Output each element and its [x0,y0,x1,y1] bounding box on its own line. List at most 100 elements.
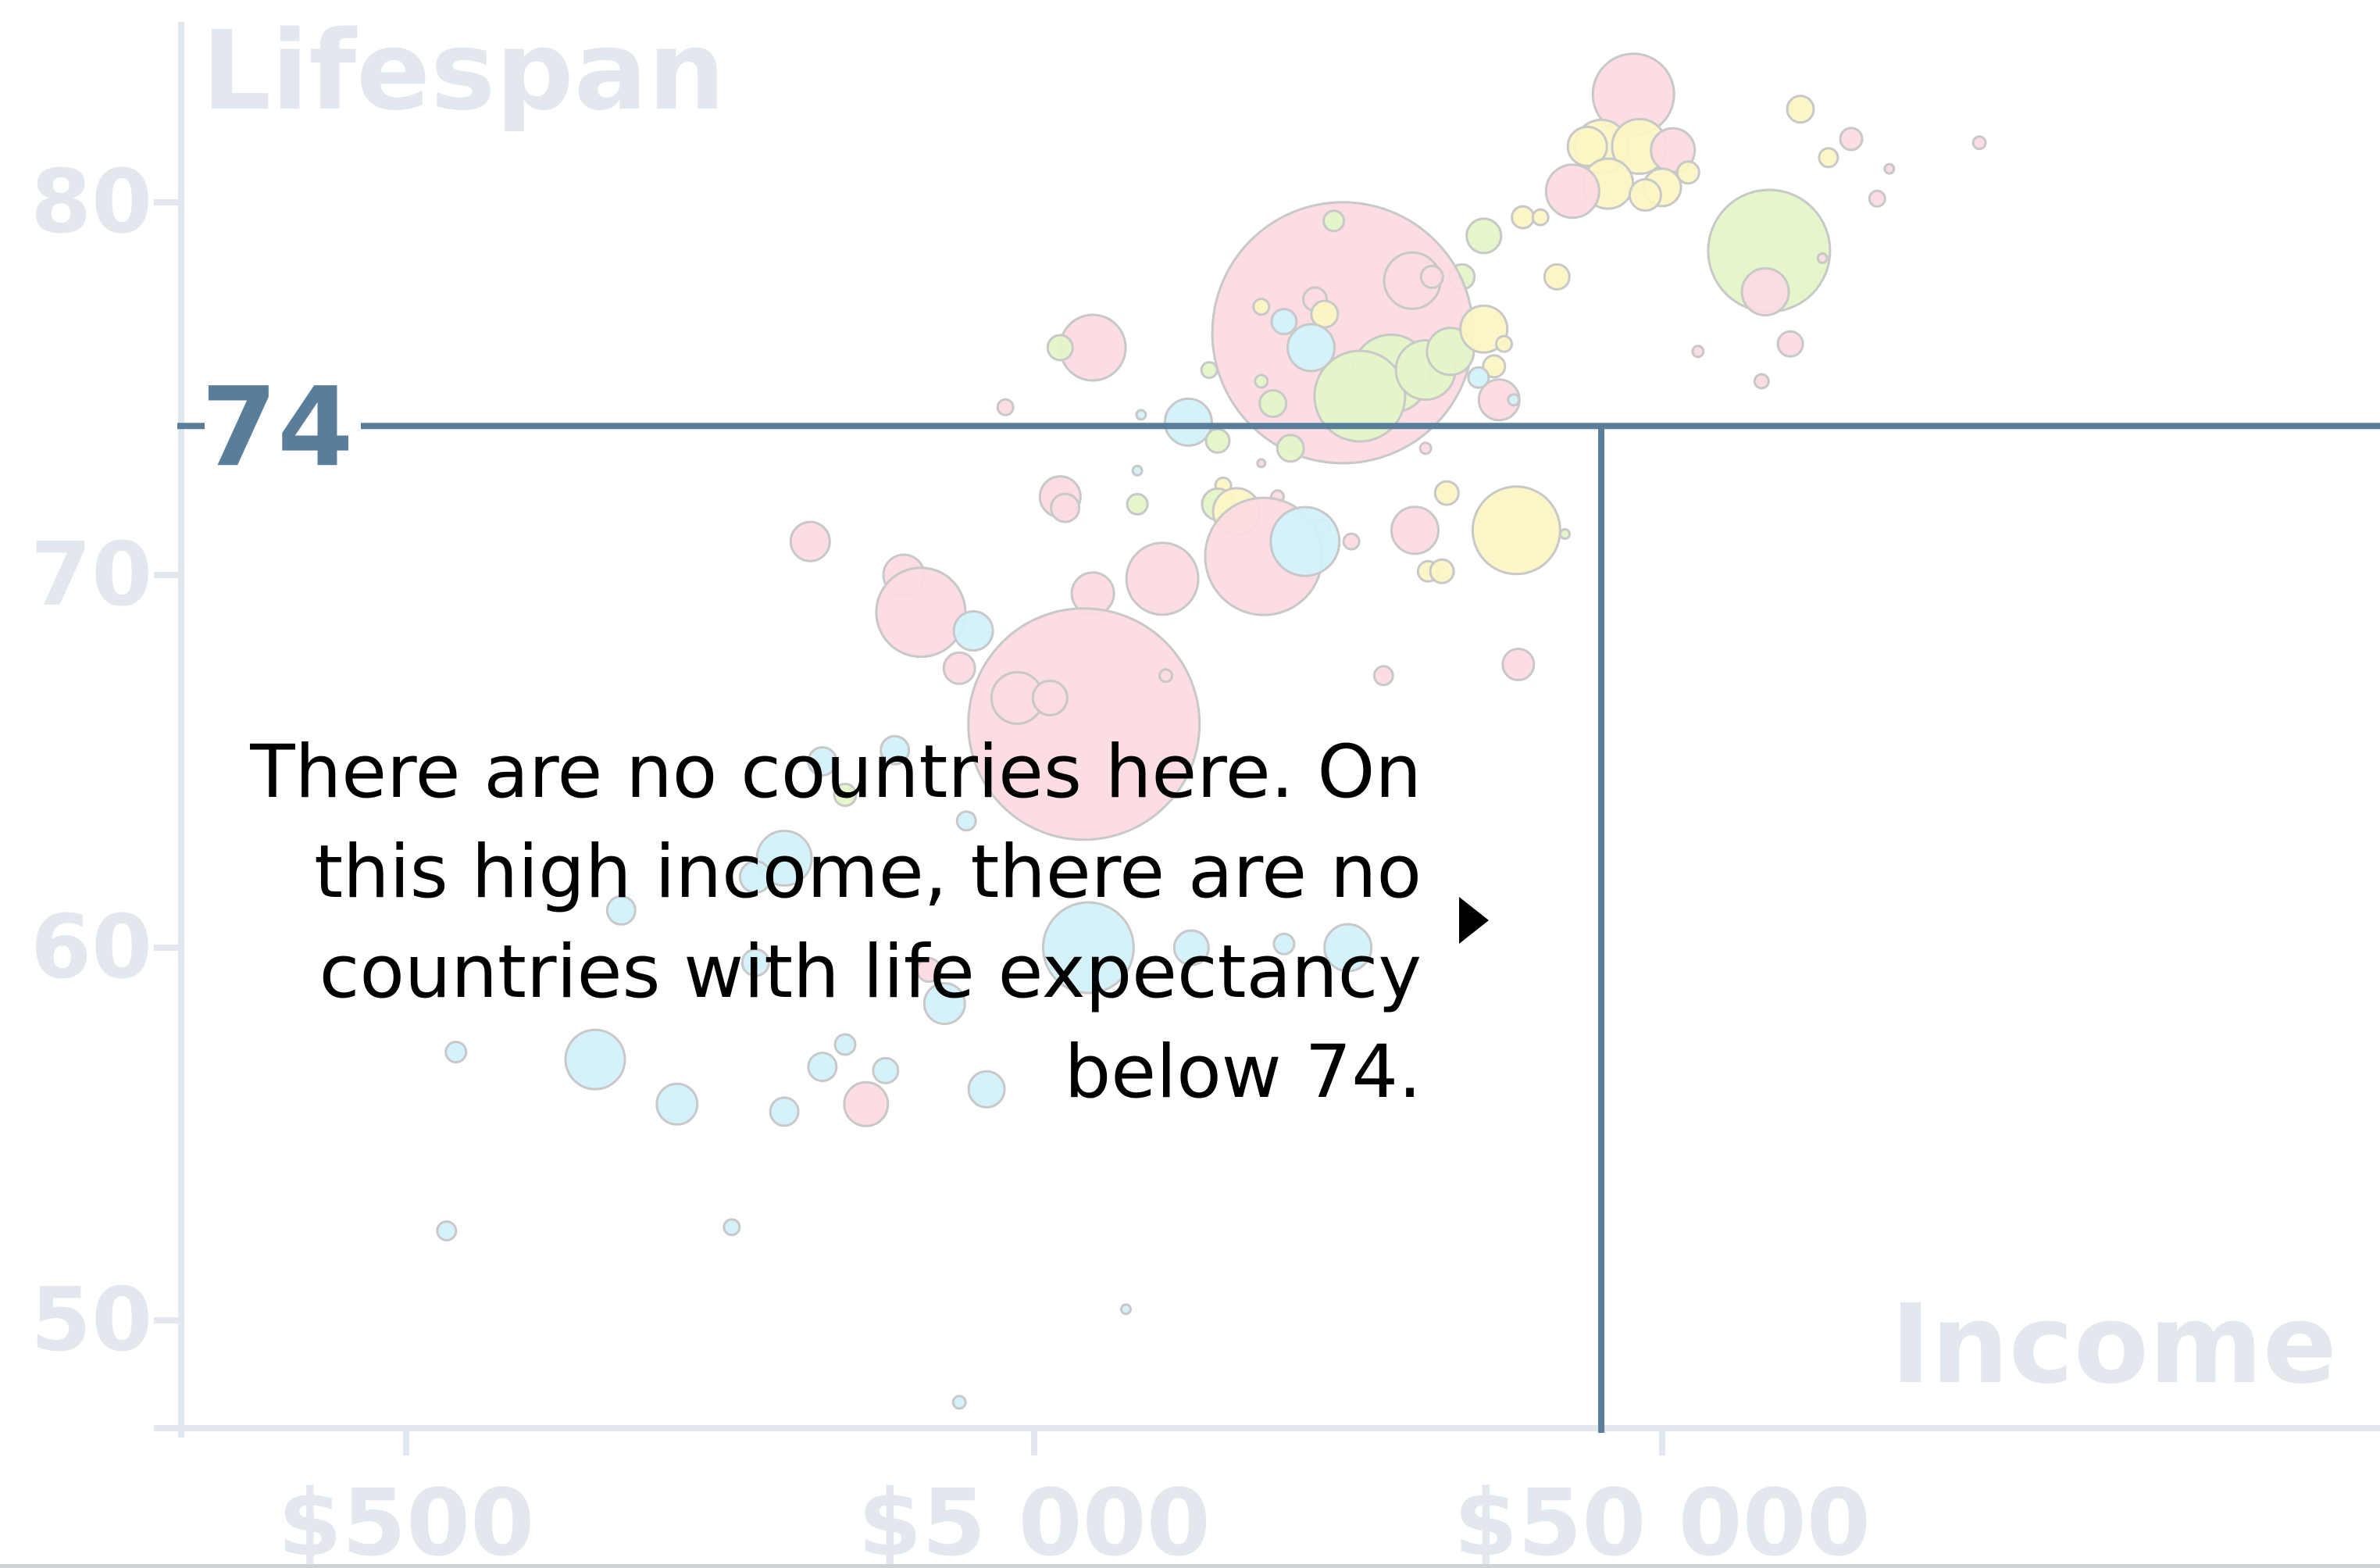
bubble-point [740,948,770,977]
bubble-point [1418,441,1433,455]
bubble-point [967,1070,1006,1109]
bubble-point [880,734,911,766]
bubble-point [1429,558,1455,584]
bubble-point [843,1080,890,1127]
bubble-point [996,398,1015,416]
bubble-point [1252,298,1271,316]
bubble-point [1465,217,1503,255]
annotation-line: countries with life expectancy [319,930,1422,1015]
annotation-line: below 74. [1064,1030,1422,1115]
y-tick-label: 50 [30,1270,152,1371]
bubble-point [1691,345,1705,359]
bubble-point [738,859,773,894]
bubble-point [1511,205,1536,230]
bubble-point [1419,264,1444,289]
bubble-point [1254,373,1269,389]
bubble-point [955,810,977,832]
bubble-point [789,520,831,563]
bubble-point [1776,330,1804,358]
bubble-point [833,1033,857,1056]
bubble-point [915,957,942,984]
x-axis-title: Income [1890,1281,2337,1409]
pointer-arrow-icon [1459,897,1489,944]
bubble-point [1372,665,1394,687]
bubble-point [875,566,967,659]
bubble-point [1868,189,1886,208]
bubble-point [1046,334,1074,362]
bubble-point [1531,208,1550,227]
bubble-point [769,1096,800,1127]
x-tick-label: $5 000 [858,1469,1211,1568]
bubble-point [1507,393,1521,407]
bubble-point [1482,354,1507,379]
bubble-point [1120,1303,1132,1316]
bubble-point [1256,458,1267,469]
bubble-point [1125,541,1200,616]
annotation-text: There are no countries here. On this hig… [156,723,1422,1123]
bubble-point [1883,163,1896,175]
bubble-point [1471,485,1561,576]
bubble-point [1501,648,1536,681]
bubble-point [1753,373,1770,390]
bubble-point [605,895,637,926]
y-tick-label: 60 [30,897,152,998]
annotation-line: this high income, there are no [314,830,1422,915]
bubble-point [1322,209,1346,233]
bubble-point [1158,668,1173,684]
threshold-lines: 74 [177,364,2380,1433]
bubble-point [1559,528,1571,540]
bubble-point [833,782,858,807]
bubble-point [1495,334,1513,353]
bubble-point [951,1395,967,1410]
bubble-point [444,1041,468,1064]
bubble-point [1272,932,1296,955]
bubble-point [1675,160,1700,185]
bubble-point [436,1220,458,1241]
bubble-point [1818,147,1839,169]
x-tick-label: $500 [278,1469,534,1568]
axes: 50 60 70 80 $500 $5 000 $50 000 [30,22,2380,1568]
bubble-point [1816,252,1829,264]
bubble-point [942,651,976,685]
bubble-point [1342,532,1361,551]
bubble-point [1786,95,1815,124]
bubble-point [1050,492,1081,523]
bubble-point [1323,923,1373,973]
bubble-point [807,1052,838,1083]
y-axis-title: Lifespan [202,8,726,135]
bubble-point [1041,901,1135,995]
bubble-point [564,1028,626,1091]
bubble-point [1313,349,1407,443]
bubble-point [1433,480,1460,506]
bubble-point [1270,308,1298,336]
bubble-point [952,610,994,652]
bubble-point [723,1218,741,1237]
bubble-point [807,746,838,777]
bubble-point [1163,397,1213,447]
bubble-point [1286,323,1336,373]
bottom-border [0,1564,2380,1568]
bubble-point [1839,127,1864,152]
bubble-point [1126,492,1149,516]
bubble-point [1566,125,1608,167]
bubble-point [1740,267,1790,316]
bubble-point [1459,304,1509,354]
bubble-point [922,982,966,1025]
x-tick-label: $50 000 [1454,1469,1871,1568]
bubble-point [1390,505,1440,555]
y-tick-label: 70 [30,524,152,626]
annotation-line: There are no countries here. On [250,730,1422,815]
bubble-point [1971,135,1987,151]
y-tick-label: 80 [30,152,152,253]
bubble-point [1031,679,1069,716]
bubble-point [872,1056,900,1084]
bubble-layer [436,52,1987,1410]
bubble-point [1200,361,1219,380]
bubble-point [1131,464,1144,477]
bubble-point [1135,409,1147,421]
bubble-point [1172,929,1210,966]
bubble-point [1544,163,1600,220]
bubble-point [967,607,1201,841]
bubble-point [1204,427,1231,454]
